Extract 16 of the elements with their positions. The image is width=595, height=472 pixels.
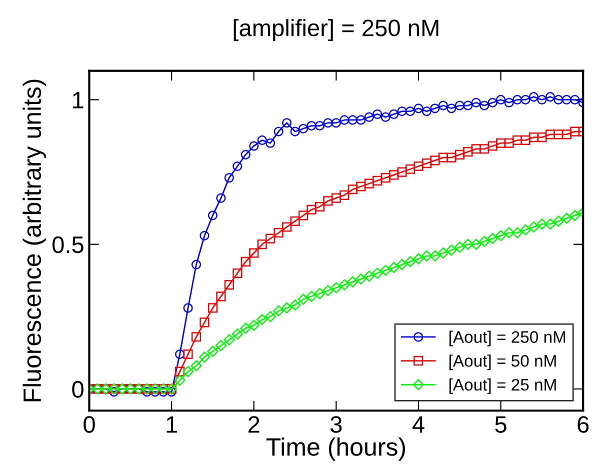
x-axis-title: Time (hours) xyxy=(266,438,406,461)
y-tick-label: 1 xyxy=(73,92,84,108)
chart-title: [amplifier] = 250 nM xyxy=(234,18,438,41)
x-tick-label: 1 xyxy=(166,416,177,433)
legend-label: [Aout] = 250 nM xyxy=(449,330,566,346)
legend-label: [Aout] = 25 nM xyxy=(449,378,556,394)
y-tick-label: 0.5 xyxy=(52,236,84,254)
legend-label: [Aout] = 50 nM xyxy=(449,354,556,370)
x-tick-label: 5 xyxy=(495,416,506,433)
x-tick-label: 4 xyxy=(412,416,424,433)
y-tick-label: 0 xyxy=(72,381,84,398)
x-tick-label: 6 xyxy=(578,416,589,433)
x-tick-label: 2 xyxy=(248,416,260,433)
y-axis-title: Fluorescence (arbitrary units) xyxy=(22,80,46,402)
x-tick-label: 3 xyxy=(330,416,342,433)
x-tick-label: 0 xyxy=(84,416,95,433)
